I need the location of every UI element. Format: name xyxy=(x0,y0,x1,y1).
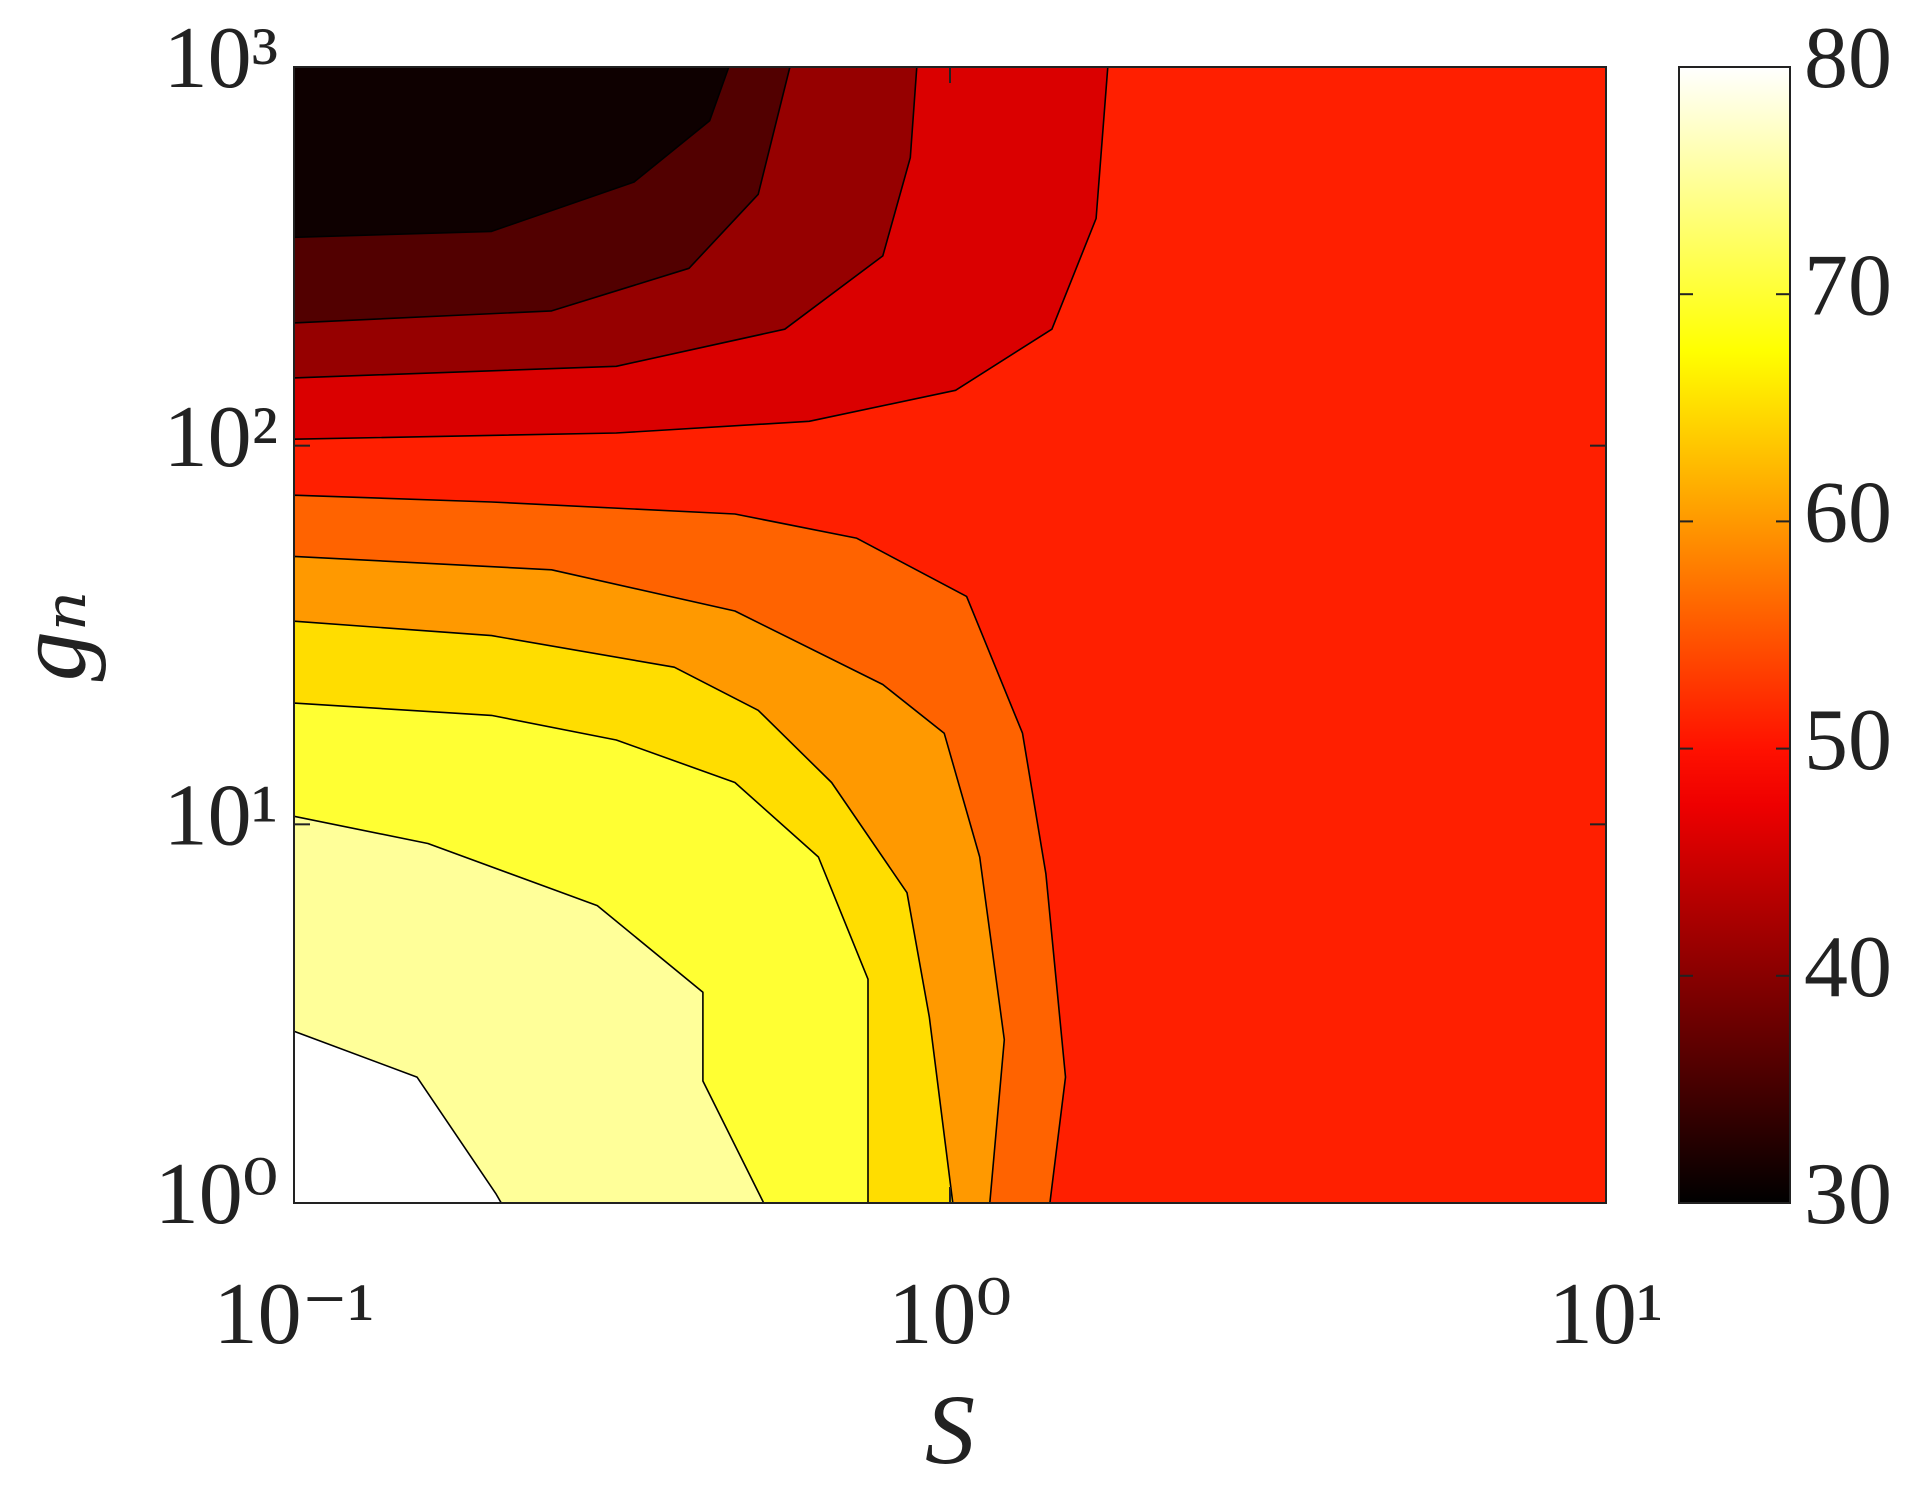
contour-region xyxy=(294,67,730,239)
colorbar-tick-label: 70 xyxy=(1804,237,1892,334)
y-axis-label: gₙ xyxy=(0,591,107,682)
colorbar-tick-label: 60 xyxy=(1804,465,1892,562)
y-tick-label: 10² xyxy=(164,389,278,486)
colorbar-tick-label: 40 xyxy=(1804,919,1892,1016)
colorbar-tick-label: 50 xyxy=(1804,692,1892,789)
x-tick-label: 10¹ xyxy=(1549,1266,1663,1363)
colorbar-tick-label: 30 xyxy=(1804,1146,1892,1243)
x-tick-label: 10⁻¹ xyxy=(214,1266,375,1363)
plot-area xyxy=(294,67,1606,1203)
contour-region xyxy=(294,1030,503,1203)
x-tick-label: 10⁰ xyxy=(888,1266,1011,1363)
colorbar-tick-label: 80 xyxy=(1804,10,1892,107)
y-tick-label: 10⁰ xyxy=(155,1146,278,1243)
x-axis-label: S xyxy=(925,1374,975,1485)
y-tick-label: 10¹ xyxy=(164,768,278,865)
y-tick-label: 10³ xyxy=(164,10,278,107)
colorbar xyxy=(1678,66,1791,1204)
